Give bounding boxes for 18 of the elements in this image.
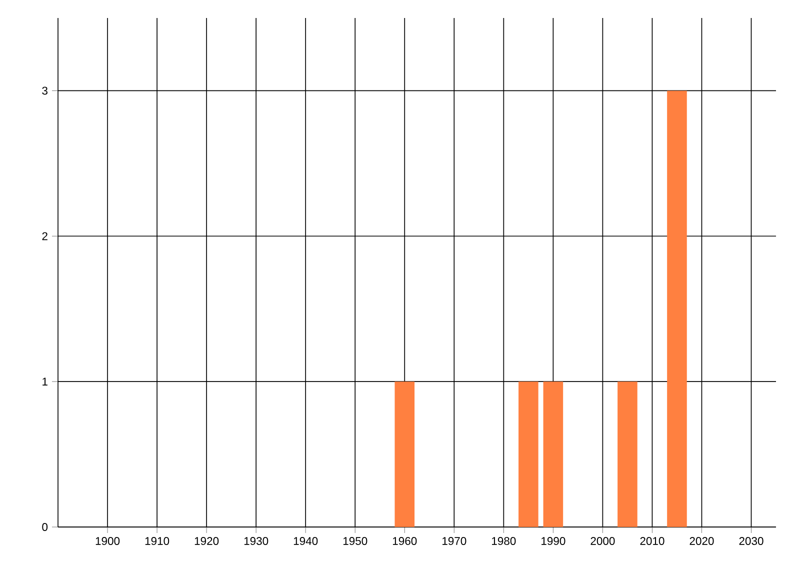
x-tick-label: 2030 bbox=[739, 537, 764, 545]
x-tick-label: 1990 bbox=[542, 537, 566, 545]
y-tick-label: 0 bbox=[42, 523, 48, 531]
x-tick-label: 2000 bbox=[590, 537, 615, 545]
x-tick-label: 1930 bbox=[244, 537, 268, 545]
x-tick-label: 1970 bbox=[442, 537, 466, 545]
x-tick-label: 1980 bbox=[492, 537, 516, 545]
x-tick-label: 2010 bbox=[640, 537, 664, 545]
x-tick-label: 1950 bbox=[343, 537, 368, 545]
y-tick-label: 2 bbox=[42, 232, 48, 240]
x-tick-label: 1920 bbox=[194, 537, 219, 545]
y-tick-label: 1 bbox=[42, 378, 48, 386]
y-tick-label: 3 bbox=[42, 86, 48, 95]
x-tick-label: 1940 bbox=[294, 537, 318, 545]
x-tick-label: 2020 bbox=[690, 537, 714, 545]
x-tick-label: 1960 bbox=[392, 537, 417, 545]
x-tick-label: 1900 bbox=[96, 537, 120, 545]
x-tick-label: 1910 bbox=[145, 537, 170, 545]
